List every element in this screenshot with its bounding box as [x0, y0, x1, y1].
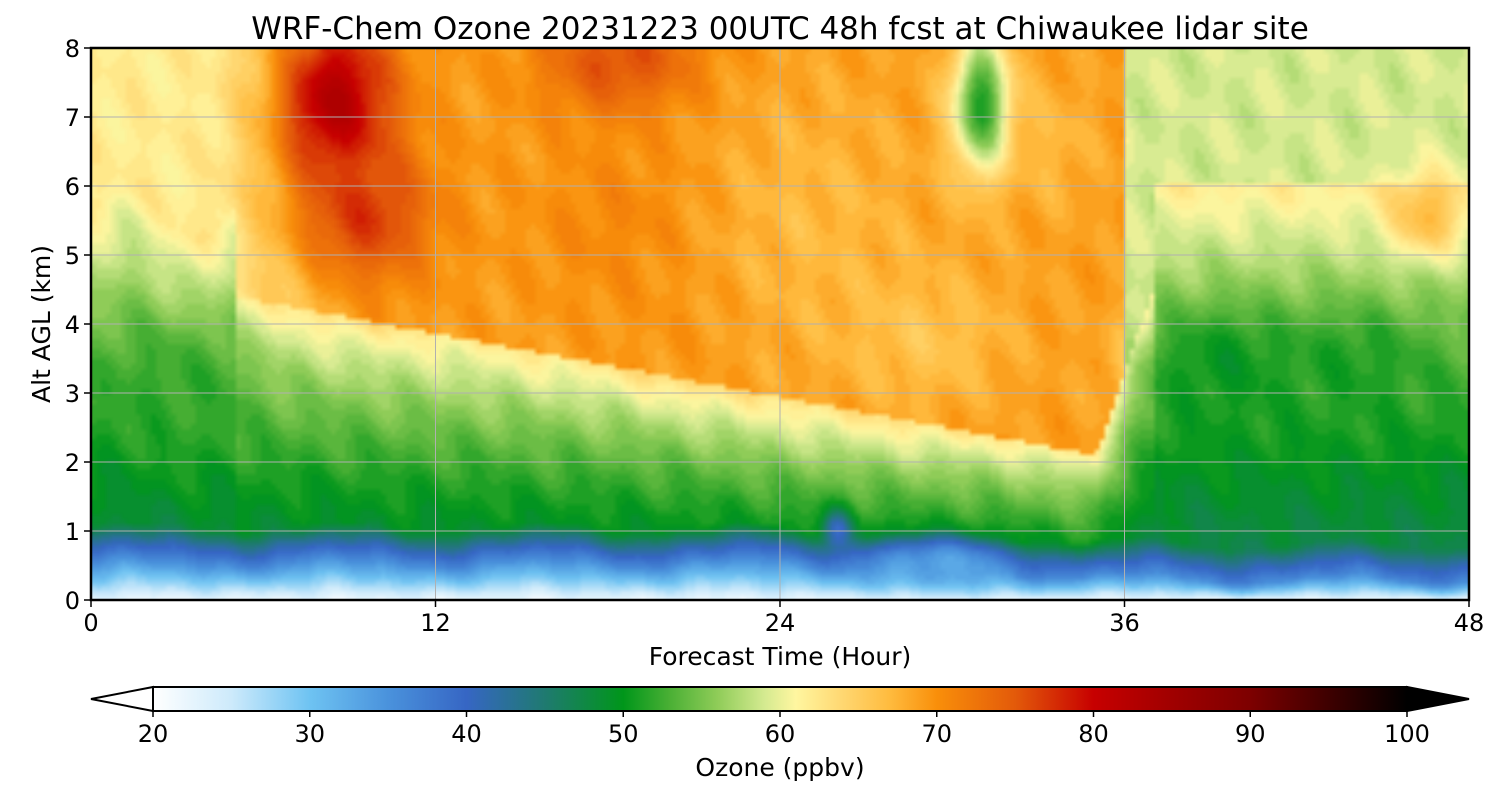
colorbar-tick-label: 20	[138, 720, 169, 748]
y-tick-label: 0	[65, 587, 80, 615]
y-tick-label: 5	[65, 242, 80, 270]
x-tick-label: 48	[1454, 609, 1485, 637]
colorbar-tick-label: 40	[451, 720, 482, 748]
colorbar-tick-label: 70	[921, 720, 952, 748]
colorbar-max-extend	[1406, 685, 1470, 713]
y-axis-label: Alt AGL (km)	[27, 245, 56, 403]
colorbar-tick-label: 80	[1078, 720, 1109, 748]
y-tick-label: 7	[65, 104, 80, 132]
colorbar-tick-label: 50	[608, 720, 639, 748]
colorbar-min-extend	[90, 685, 154, 713]
colorbar-tick-label: 30	[294, 720, 325, 748]
y-tick-label: 3	[65, 380, 80, 408]
x-tick-label: 0	[83, 609, 98, 637]
colorbar: 20 30 40 50 60 70 80 90 100	[90, 685, 1470, 748]
x-axis-label: Forecast Time (Hour)	[649, 642, 912, 671]
y-tick-label: 4	[65, 311, 80, 339]
chart-title: WRF-Chem Ozone 20231223 00UTC 48h fcst a…	[251, 11, 1309, 47]
colorbar-label: Ozone (ppbv)	[695, 753, 864, 782]
colorbar-tick-label: 90	[1235, 720, 1266, 748]
colorbar-tick-label: 100	[1384, 720, 1430, 748]
y-tick-label: 8	[65, 35, 80, 63]
y-tick-label: 1	[65, 518, 80, 546]
y-tick-label: 2	[65, 449, 80, 477]
y-tick-label: 6	[65, 173, 80, 201]
x-tick-label: 12	[420, 609, 451, 637]
x-axis: 0 12 24 36 48	[83, 600, 1484, 637]
colorbar-tick-label: 60	[765, 720, 796, 748]
x-tick-label: 36	[1109, 609, 1140, 637]
colorbar-gradient	[152, 686, 1408, 712]
x-tick-label: 24	[765, 609, 796, 637]
y-axis: 0 1 2 3 4 5 6 7 8	[65, 35, 91, 615]
